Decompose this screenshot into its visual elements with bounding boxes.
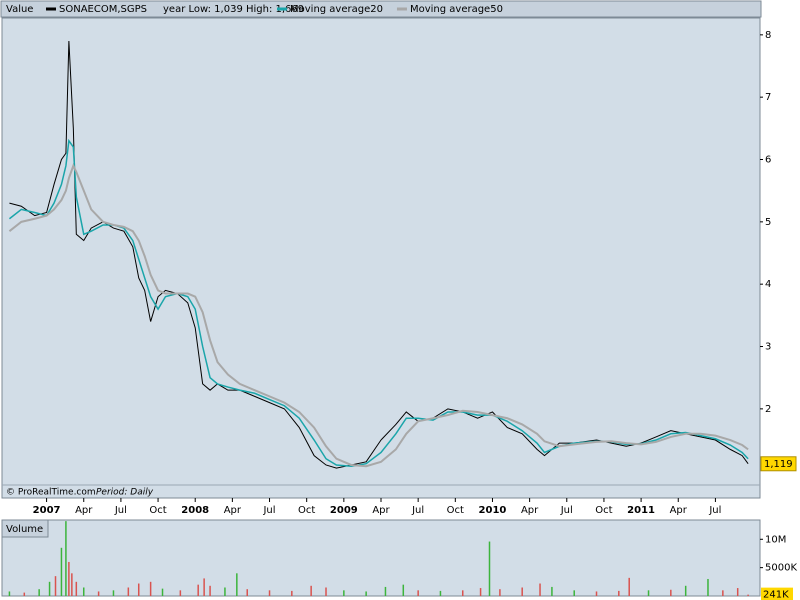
- volume-bar: [203, 578, 205, 596]
- volume-bar: [747, 594, 749, 596]
- volume-bar: [268, 590, 271, 596]
- volume-bar: [65, 521, 67, 596]
- volume-tick-label: 5000K: [765, 563, 797, 574]
- x-tick-label: Jul: [560, 505, 573, 516]
- x-tick-label: 2007: [33, 505, 61, 516]
- x-tick-label: 2010: [479, 505, 507, 516]
- volume-bar: [75, 581, 78, 596]
- legend-bar: [0, 0, 762, 18]
- volume-bar: [137, 583, 140, 596]
- x-tick-label: Apr: [372, 505, 390, 516]
- volume-bar: [488, 541, 491, 596]
- last-volume-label: 241K: [763, 590, 789, 600]
- legend-label: Moving average50: [410, 4, 503, 15]
- volume-header: Volume: [6, 524, 43, 535]
- volume-bar: [71, 573, 73, 596]
- volume-bar: [325, 587, 327, 596]
- x-tick-label: Jul: [262, 505, 275, 516]
- volume-bar: [224, 587, 226, 596]
- x-tick-label: Apr: [75, 505, 93, 516]
- volume-tick-label: 10M: [765, 534, 786, 545]
- volume-bar: [647, 590, 650, 596]
- volume-bar: [722, 590, 724, 596]
- x-tick-label: Jul: [114, 505, 127, 516]
- volume-bar: [60, 547, 63, 596]
- y-tick-label: 5: [765, 217, 771, 228]
- volume-bar: [595, 591, 598, 596]
- volume-bar: [236, 573, 238, 596]
- volume-bar: [707, 578, 709, 596]
- volume-bar: [736, 588, 739, 596]
- price-line: [8, 163, 749, 468]
- x-tick-label: Apr: [670, 505, 688, 516]
- y-tick-label: 2: [765, 404, 771, 415]
- last-volume-box: [761, 587, 793, 600]
- price-header: Value: [6, 4, 33, 15]
- volume-bar: [48, 581, 51, 596]
- legend-label: SONAECOM,SGPS: [59, 4, 147, 15]
- price-plot-area: [1, 17, 761, 499]
- period: Period: Daily: [96, 488, 154, 498]
- volume-bar: [197, 584, 199, 596]
- volume-bar: [54, 576, 57, 596]
- y-tick-label: 8: [765, 30, 771, 41]
- volume-bar: [573, 590, 575, 596]
- volume-header-box: [1, 519, 49, 538]
- last-price-box: [760, 456, 797, 472]
- x-tick-label: Apr: [224, 505, 242, 516]
- volume-bar: [127, 587, 130, 596]
- volume-bar: [112, 590, 115, 596]
- last-price-label: 1,119: [764, 459, 793, 470]
- x-tick-label: 2008: [181, 505, 209, 516]
- x-tick-label: 2009: [330, 505, 358, 516]
- volume-bar: [68, 561, 70, 596]
- x-tick-label: 2011: [627, 505, 655, 516]
- volume-bar: [246, 589, 248, 596]
- volume-bar: [402, 584, 405, 596]
- volume-bar: [461, 590, 464, 596]
- range-note: year Low: 1,039 High: 1,669: [163, 4, 304, 15]
- volume-bar: [551, 586, 553, 596]
- volume-bar: [618, 590, 620, 596]
- legend-label: Moving average20: [290, 4, 383, 15]
- volume-bar: [149, 581, 152, 596]
- y-tick-label: 6: [765, 155, 771, 166]
- y-tick-label: 3: [765, 342, 771, 353]
- volume-bar: [684, 585, 687, 596]
- credit: © ProRealTime.com: [6, 488, 96, 498]
- x-tick-label: Oct: [447, 505, 464, 516]
- volume-bar: [670, 589, 672, 596]
- x-tick-label: Oct: [149, 505, 166, 516]
- volume-bar: [161, 588, 164, 596]
- x-tick-label: Oct: [595, 505, 612, 516]
- volume-bar: [384, 586, 387, 596]
- x-tick-label: Jul: [708, 505, 721, 516]
- volume-bar: [8, 591, 11, 596]
- volume-plot-area: [1, 519, 761, 597]
- volume-bar: [499, 589, 501, 596]
- volume-bar: [343, 590, 345, 596]
- volume-bar: [479, 588, 482, 596]
- volume-bar: [209, 585, 211, 596]
- volume-bar: [521, 587, 523, 596]
- volume-bar: [628, 577, 630, 596]
- volume-bar: [310, 585, 312, 596]
- volume-bar: [439, 590, 442, 596]
- volume-bar: [417, 590, 419, 596]
- y-tick-label: 7: [765, 92, 771, 103]
- volume-bar: [38, 589, 40, 596]
- volume-bar: [82, 587, 85, 596]
- volume-bar: [365, 591, 367, 596]
- x-tick-label: Jul: [411, 505, 424, 516]
- x-tick-label: Apr: [521, 505, 539, 516]
- volume-bar: [97, 591, 100, 596]
- y-tick-label: 4: [765, 279, 771, 290]
- x-tick-label: Oct: [298, 505, 315, 516]
- volume-bar: [539, 583, 541, 596]
- volume-bar: [179, 590, 182, 596]
- volume-bar: [291, 590, 293, 596]
- volume-bar: [23, 592, 26, 596]
